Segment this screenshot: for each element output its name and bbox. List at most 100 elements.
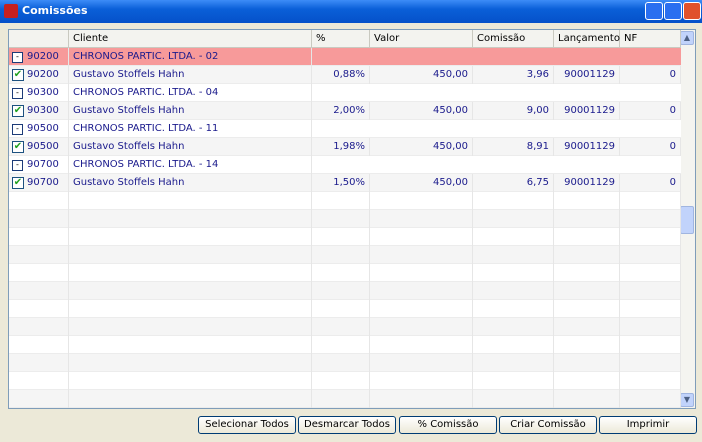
valor-cell: 450,00: [370, 66, 473, 84]
empty-cell: [69, 282, 312, 300]
empty-cell: [554, 210, 620, 228]
window-title: Comissões: [22, 4, 88, 17]
empty-cell: [9, 354, 69, 372]
client-cell: CHRONOS PARTIC. LTDA. - 11: [69, 120, 312, 138]
empty-cell: [554, 282, 620, 300]
grid-row[interactable]: 90500 ✔ Gustavo Stoffels Hahn 1,98% 450,00 8,…: [9, 138, 681, 156]
pct-cell: 2,00%: [312, 102, 370, 120]
nf-cell: 0: [620, 102, 681, 120]
grid-row[interactable]: 90300- CHRONOS PARTIC. LTDA. - 04: [9, 84, 681, 102]
lancamento-cell: 90001129: [554, 174, 620, 192]
valor-cell: 450,00: [370, 138, 473, 156]
empty-cell: [370, 336, 473, 354]
column-header[interactable]: % Comissão: [312, 30, 370, 62]
empty-cell: [370, 318, 473, 336]
empty-row: [9, 228, 681, 246]
column-header[interactable]: Comissão: [473, 30, 554, 48]
empty-row: [9, 390, 681, 408]
empty-cell: [312, 354, 370, 372]
empty-cell: [370, 390, 473, 408]
minimize-button[interactable]: [645, 2, 663, 20]
column-header[interactable]: NF: [620, 30, 681, 48]
nf-cell: 0: [620, 66, 681, 84]
client-cell: Gustavo Stoffels Hahn: [69, 138, 312, 156]
empty-cell: [370, 228, 473, 246]
comissao-cell: 9,00: [473, 102, 554, 120]
grid-row[interactable]: 90200 ✔ Gustavo Stoffels Hahn 0,88% 450,00 3,…: [9, 66, 681, 84]
action-button[interactable]: % Comissão: [399, 416, 497, 434]
collapse-toggle[interactable]: -: [12, 160, 23, 171]
empty-cell: [312, 282, 370, 300]
comissao-cell: 6,75: [473, 174, 554, 192]
checkbox[interactable]: ✔: [12, 141, 24, 153]
empty-cell: [69, 372, 312, 390]
empty-cell: [620, 372, 681, 390]
client-cell: Gustavo Stoffels Hahn: [69, 174, 312, 192]
empty-cell: [9, 336, 69, 354]
title-bar: Comissões: [0, 0, 702, 23]
checkbox[interactable]: ✔: [12, 69, 24, 81]
empty-cell: [554, 354, 620, 372]
empty-cell: [473, 210, 554, 228]
column-header[interactable]: Cliente: [69, 30, 312, 48]
empty-cell: [312, 228, 370, 246]
scrollbar[interactable]: ▲ ▼: [679, 30, 695, 408]
collapse-toggle[interactable]: -: [12, 124, 23, 135]
action-button[interactable]: Desmarcar Todos: [298, 416, 396, 434]
code-cell: 90500: [9, 138, 69, 156]
checkbox[interactable]: ✔: [12, 105, 24, 117]
empty-cell: [312, 246, 370, 264]
empty-cell: [554, 318, 620, 336]
empty-cell: [9, 228, 69, 246]
comissao-cell: 8,91: [473, 138, 554, 156]
scroll-down[interactable]: ▼: [680, 393, 694, 407]
empty-cell: [370, 354, 473, 372]
scroll-thumb[interactable]: [680, 206, 694, 234]
action-button[interactable]: Selecionar Todos: [198, 416, 296, 434]
valor-cell: 450,00: [370, 102, 473, 120]
nf-cell: 0: [620, 138, 681, 156]
lancamento-cell: 90001129: [554, 102, 620, 120]
empty-cell: [312, 192, 370, 210]
nf-cell: 0: [620, 174, 681, 192]
empty-cell: [312, 390, 370, 408]
empty-cell: [473, 354, 554, 372]
empty-cell: [9, 264, 69, 282]
empty-cell: [473, 300, 554, 318]
action-button[interactable]: Criar Comissão: [499, 416, 597, 434]
empty-cell: [69, 300, 312, 318]
close-button[interactable]: [683, 2, 701, 20]
empty-cell: [370, 210, 473, 228]
action-button[interactable]: Imprimir: [599, 416, 697, 434]
empty-row: [9, 192, 681, 210]
collapse-toggle[interactable]: -: [12, 88, 23, 99]
empty-row: [9, 210, 681, 228]
empty-cell: [620, 354, 681, 372]
client-cell: Gustavo Stoffels Hahn: [69, 102, 312, 120]
empty-cell: [9, 282, 69, 300]
grid: ▲ ▼ Cliente% ComissãoValorComissãoLançam…: [8, 29, 696, 409]
grid-row[interactable]: 90300 ✔ Gustavo Stoffels Hahn 2,00% 450,00 9,…: [9, 102, 681, 120]
empty-cell: [554, 192, 620, 210]
empty-cell: [554, 300, 620, 318]
code-cell: 90700: [9, 156, 69, 174]
empty-cell: [620, 264, 681, 282]
column-header[interactable]: Valor: [370, 30, 473, 48]
empty-row: [9, 372, 681, 390]
empty-cell: [370, 192, 473, 210]
comissao-cell: 3,96: [473, 66, 554, 84]
maximize-button[interactable]: [664, 2, 682, 20]
column-header: [9, 30, 69, 48]
checkbox[interactable]: ✔: [12, 177, 24, 189]
grid-row[interactable]: 90700 ✔ Gustavo Stoffels Hahn 1,50% 450,00 6,…: [9, 174, 681, 192]
grid-row[interactable]: 90700- CHRONOS PARTIC. LTDA. - 14: [9, 156, 681, 174]
grid-row[interactable]: 90200- CHRONOS PARTIC. LTDA. - 02: [9, 48, 681, 66]
grid-row[interactable]: 90500- CHRONOS PARTIC. LTDA. - 11: [9, 120, 681, 138]
collapse-toggle[interactable]: -: [12, 52, 23, 63]
scroll-up[interactable]: ▲: [680, 31, 694, 45]
empty-cell: [473, 246, 554, 264]
empty-cell: [312, 210, 370, 228]
empty-cell: [69, 336, 312, 354]
column-header[interactable]: Lançamento: [554, 30, 620, 48]
